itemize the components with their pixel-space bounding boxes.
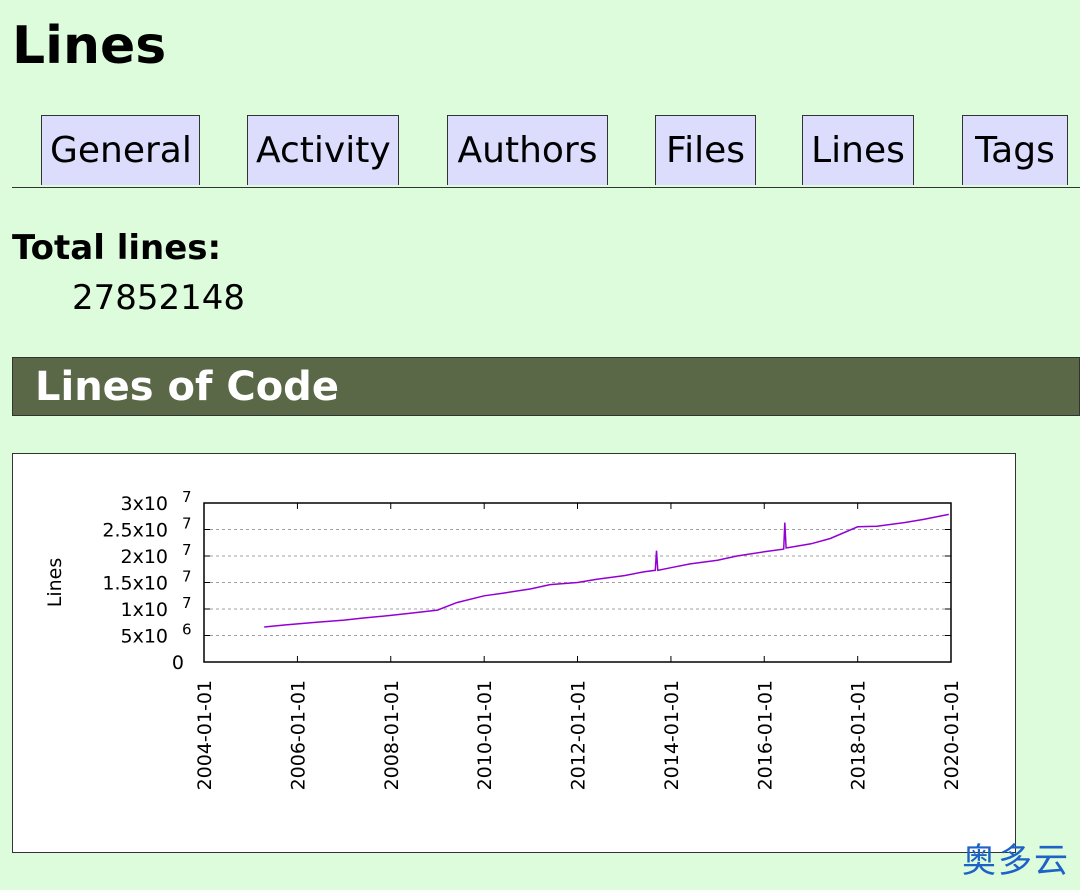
tab-lines[interactable]: Lines: [802, 115, 914, 185]
y-tick-exponent: 7: [182, 488, 192, 506]
y-tick-exponent: 7: [182, 515, 192, 533]
y-axis-label: Lines: [44, 558, 66, 608]
x-tick-label: 2018-01-01: [848, 680, 870, 790]
total-lines-value: 27852148: [72, 278, 246, 318]
y-tick-label: 3x10: [120, 493, 168, 515]
x-tick-label: 2006-01-01: [287, 680, 309, 790]
y-tick-exponent: 7: [182, 568, 192, 586]
lines-of-code-chart: 0 5x10 6 1x10 7 1.5x10 7 2x10 7 2.5x10 7 3x10 7 2004-…: [12, 453, 1016, 853]
y-tick-label: 2x10: [120, 546, 168, 568]
x-tick-label: 2010-01-01: [474, 680, 496, 790]
y-tick-label: 1x10: [120, 599, 168, 621]
tab-bar: General Activity Authors Files Lines Tag…: [12, 115, 1080, 188]
tab-files[interactable]: Files: [655, 115, 756, 185]
tab-activity[interactable]: Activity: [247, 115, 399, 185]
tab-tags[interactable]: Tags: [962, 115, 1068, 185]
x-tick-label: 2014-01-01: [661, 680, 683, 790]
total-lines-label: Total lines:: [12, 228, 222, 268]
x-tick-label: 2016-01-01: [754, 680, 776, 790]
y-tick-label: 0: [172, 652, 184, 674]
y-tick-label: 2.5x10: [102, 520, 168, 542]
x-tick-label: 2008-01-01: [381, 680, 403, 790]
section-heading: Lines of Code: [12, 357, 1080, 416]
y-tick-label: 5x10: [120, 626, 168, 648]
y-tick-exponent: 7: [182, 541, 192, 559]
tab-general[interactable]: General: [41, 115, 200, 185]
y-tick-exponent: 7: [182, 594, 192, 612]
watermark: 奥多云: [962, 841, 1070, 881]
y-tick-label: 1.5x10: [102, 573, 168, 595]
x-tick-label: 2004-01-01: [194, 680, 216, 790]
y-tick-exponent: 6: [182, 621, 192, 639]
page-title: Lines: [12, 16, 167, 76]
x-tick-label: 2020-01-01: [941, 680, 963, 790]
tab-authors[interactable]: Authors: [447, 115, 608, 185]
x-tick-label: 2012-01-01: [568, 680, 590, 790]
series-line: [264, 513, 949, 628]
